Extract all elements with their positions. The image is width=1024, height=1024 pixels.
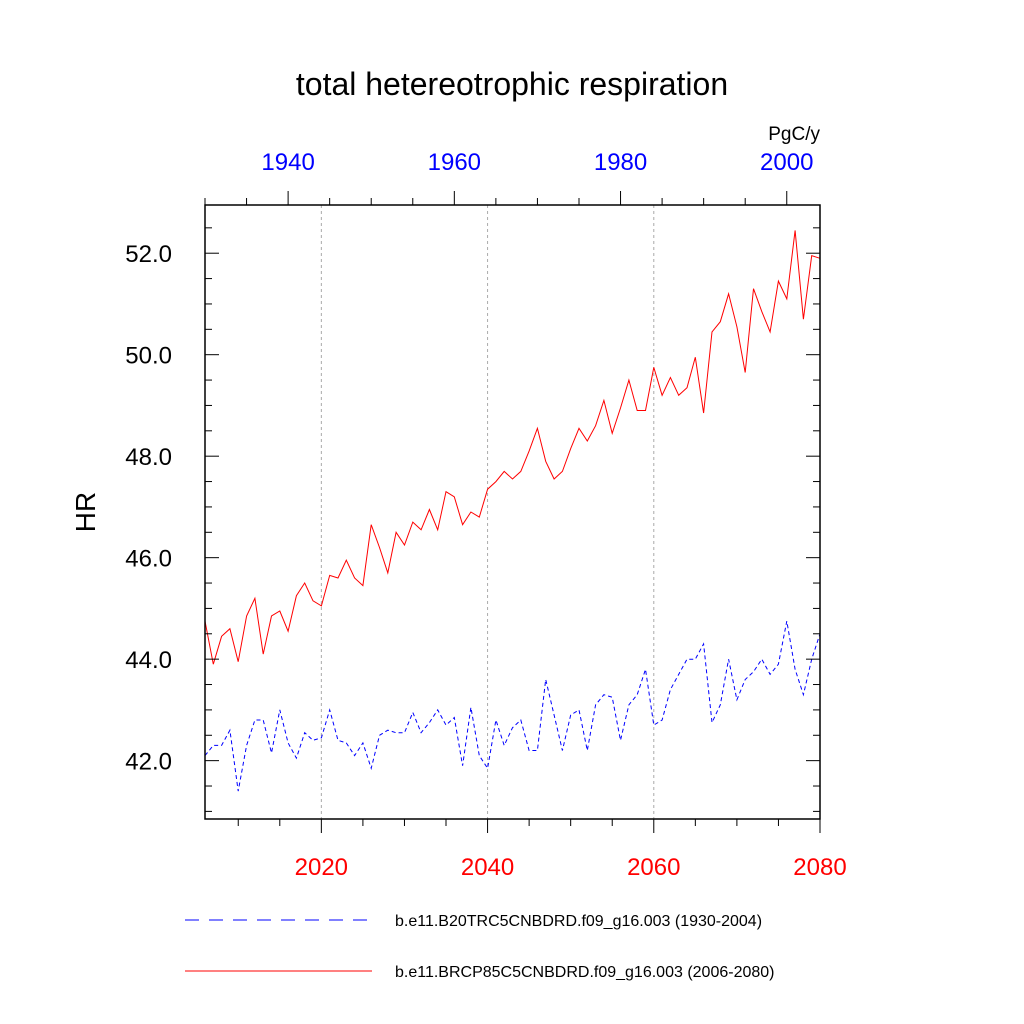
y-tick-label: 44.0 [125,647,172,674]
y-tick-label: 42.0 [125,749,172,776]
units-label: PgC/y [768,124,820,145]
y-tick-label: 46.0 [125,546,172,573]
chart-title: total hetereotrophic respiration [296,66,728,102]
x-bottom-tick-label: 2080 [793,854,846,881]
x-top-tick-label: 2000 [760,149,813,176]
axis-tick-labels: 42.0 44.0 46.0 48.0 50.0 52.0 2020 2040 2060 2080… [125,149,846,881]
legend-label-rcp85: b.e11.BRCP85C5CNBDRD.f09_g16.003 (2006-2… [395,964,774,981]
x-top-tick-label: 1940 [261,149,314,176]
x-bottom-tick-label: 2040 [461,854,514,881]
x-bottom-tick-label: 2060 [627,854,680,881]
series-line-rcp85 [204,230,821,665]
legend: b.e11.B20TRC5CNBDRD.f09_g16.003 (1930-20… [185,913,774,981]
series-layer [204,230,821,792]
legend-label-historical: b.e11.B20TRC5CNBDRD.f09_g16.003 (1930-20… [395,913,762,930]
grid-lines [320,205,655,819]
y-tick-label: 48.0 [125,444,172,471]
y-axis-title: HR [70,492,101,532]
x-top-tick-label: 1980 [594,149,647,176]
series-line-historical [204,621,821,792]
x-bottom-tick-label: 2020 [295,854,348,881]
y-tick-label: 50.0 [125,343,172,370]
axis-ticks [204,191,821,833]
y-tick-label: 52.0 [125,241,172,268]
x-top-tick-label: 1960 [428,149,481,176]
plot-frame [204,204,821,820]
